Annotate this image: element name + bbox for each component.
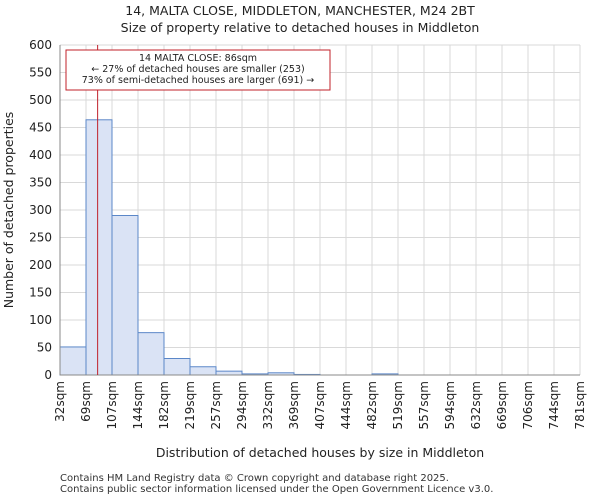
- x-tick-label: 69sqm: [79, 381, 93, 422]
- y-tick-label: 600: [29, 38, 52, 52]
- x-tick-label: 632sqm: [469, 381, 483, 429]
- bar-219sqm: [189, 366, 217, 376]
- x-tick-label: 332sqm: [261, 381, 275, 429]
- annotation-line: 14 MALTA CLOSE: 86sqm: [139, 53, 257, 64]
- x-tick-label: 407sqm: [313, 381, 327, 429]
- y-tick-label: 550: [29, 66, 52, 80]
- x-tick-label: 482sqm: [365, 381, 379, 429]
- y-tick-label: 0: [44, 368, 52, 382]
- x-tick-label: 744sqm: [547, 381, 561, 429]
- footer-line-1: Contains HM Land Registry data © Crown c…: [60, 473, 449, 484]
- chart-subtitle: Size of property relative to detached ho…: [120, 20, 480, 35]
- y-tick-label: 50: [37, 341, 52, 355]
- x-tick-label: 594sqm: [443, 381, 457, 429]
- x-tick-label: 669sqm: [495, 381, 509, 429]
- bar-257sqm: [215, 370, 243, 376]
- x-tick-label: 107sqm: [105, 381, 119, 429]
- y-tick-label: 100: [29, 313, 52, 327]
- x-tick-label: 294sqm: [235, 381, 249, 429]
- y-tick-label: 400: [29, 148, 52, 162]
- annotation-line: ← 27% of detached houses are smaller (25…: [91, 64, 304, 75]
- x-tick-label: 557sqm: [417, 381, 431, 429]
- y-tick-label: 150: [29, 286, 52, 300]
- x-tick-label: 781sqm: [573, 381, 587, 429]
- bar-69sqm: [85, 119, 113, 376]
- x-tick-label: 444sqm: [339, 381, 353, 429]
- y-tick-label: 300: [29, 203, 52, 217]
- bar-107sqm: [111, 215, 139, 376]
- x-tick-label: 219sqm: [183, 381, 197, 429]
- y-tick-label: 500: [29, 93, 52, 107]
- y-axis-label: Number of detached properties: [1, 112, 16, 309]
- y-tick-label: 250: [29, 231, 52, 245]
- x-tick-label: 369sqm: [287, 381, 301, 429]
- y-tick-label: 350: [29, 176, 52, 190]
- x-tick-label: 706sqm: [521, 381, 535, 429]
- bar-144sqm: [137, 332, 165, 376]
- bar-182sqm: [163, 358, 191, 376]
- x-tick-label: 182sqm: [157, 381, 171, 429]
- bar-32sqm: [59, 346, 87, 376]
- annotation-line: 73% of semi-detached houses are larger (…: [82, 75, 315, 86]
- chart-title: 14, MALTA CLOSE, MIDDLETON, MANCHESTER, …: [125, 3, 475, 18]
- x-tick-label: 32sqm: [53, 381, 67, 422]
- annotation-box: [65, 49, 331, 91]
- x-axis-label: Distribution of detached houses by size …: [156, 445, 484, 460]
- footer-line-2: Contains public sector information licen…: [60, 484, 494, 495]
- y-tick-label: 450: [29, 121, 52, 135]
- x-tick-label: 257sqm: [209, 381, 223, 429]
- x-tick-label: 144sqm: [131, 381, 145, 429]
- x-tick-label: 519sqm: [391, 381, 405, 429]
- y-tick-label: 200: [29, 258, 52, 272]
